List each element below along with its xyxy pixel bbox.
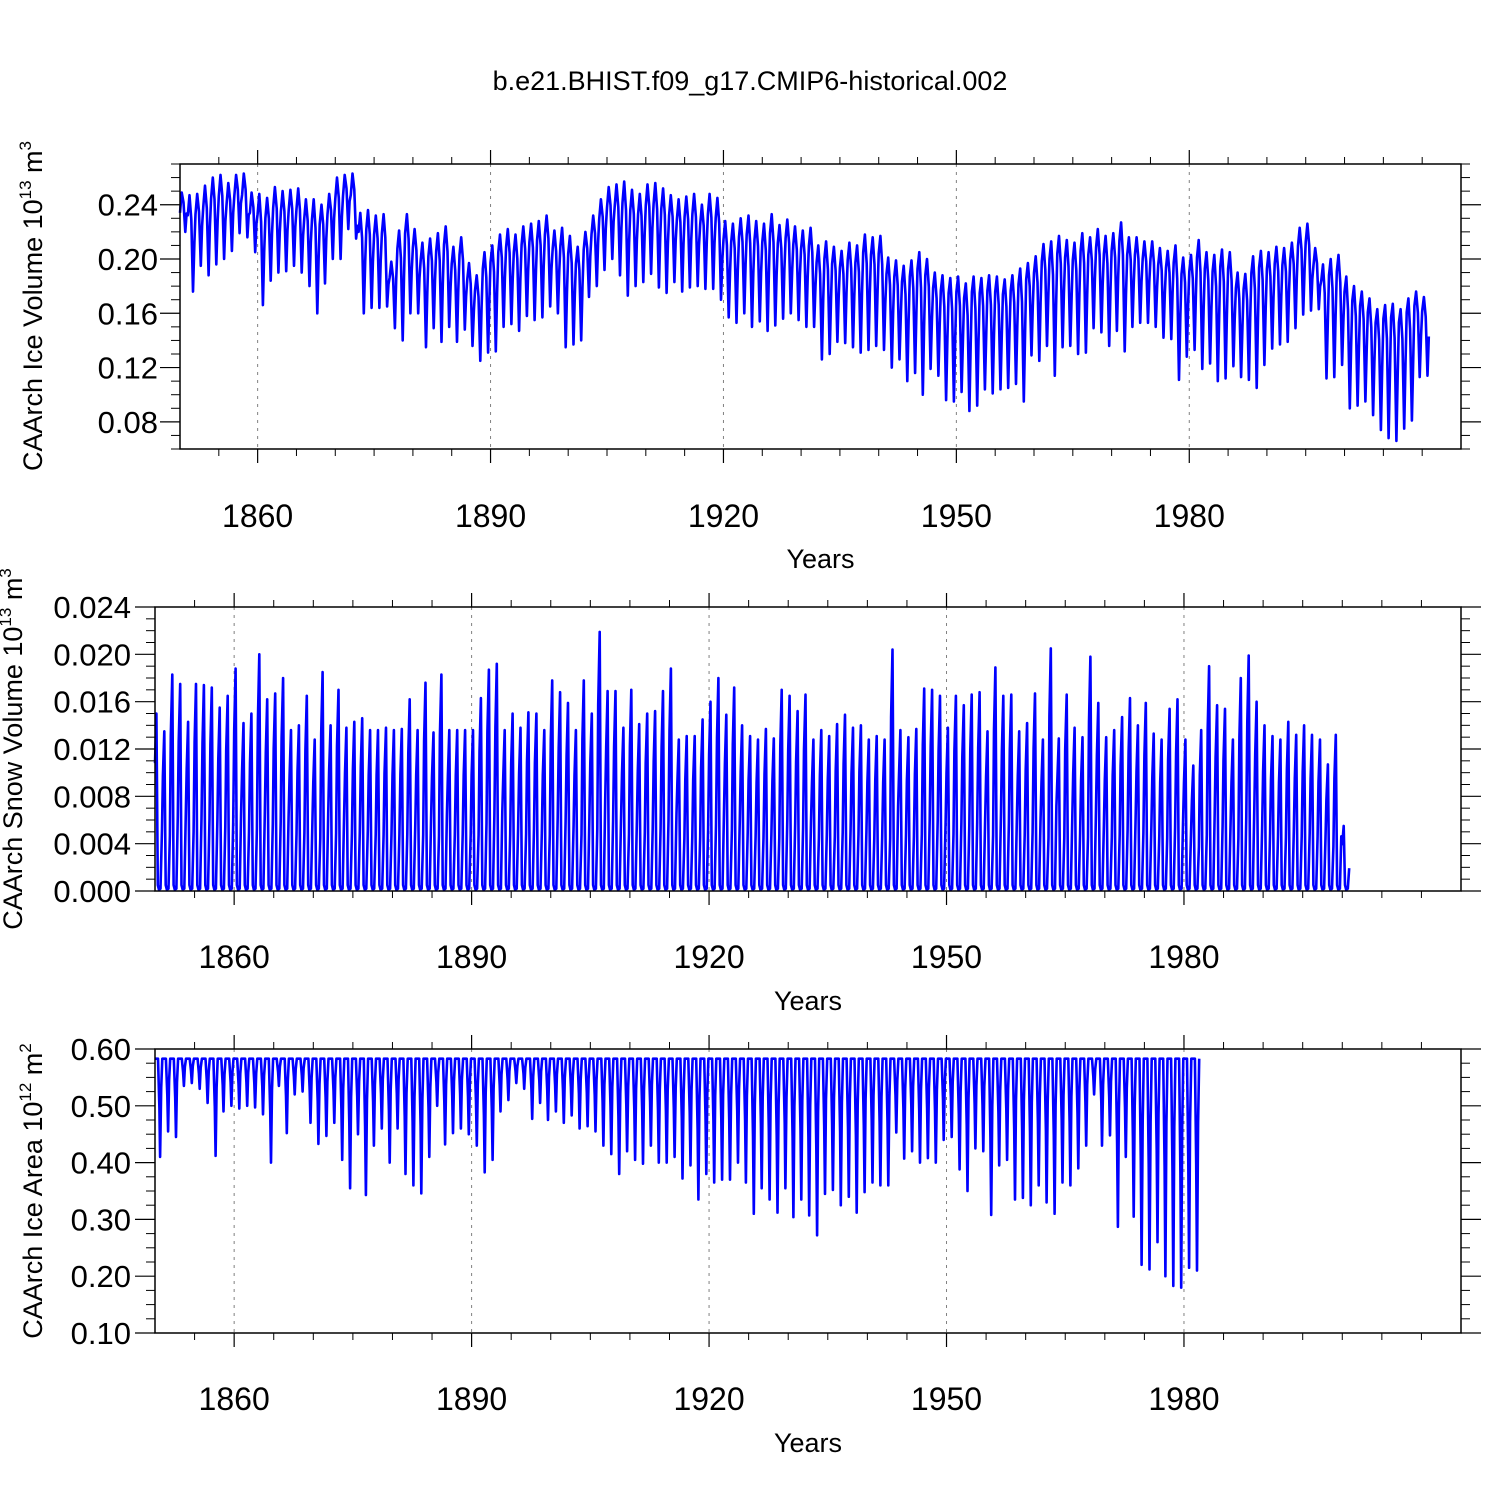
y-axis-label-text: CAArch Ice Volume 10: [18, 199, 48, 471]
x-axis-label: Years: [786, 544, 854, 574]
y-axis-label-text: m: [18, 1053, 48, 1083]
y-tick-label: 0.000: [53, 874, 131, 909]
y-tick-label: 0.60: [71, 1032, 131, 1067]
y-axis-label-superscript: 3: [16, 141, 35, 150]
y-tick-label: 0.40: [71, 1146, 131, 1181]
x-tick-label: 1950: [911, 939, 982, 975]
y-tick-label: 0.024: [53, 590, 131, 625]
data-line-ice-volume: [178, 172, 1431, 443]
x-tick-label: 1860: [199, 939, 270, 975]
y-axis-label-superscript: 13: [16, 180, 35, 199]
y-axis-label-superscript: 12: [16, 1083, 35, 1102]
y-axis-label: CAArch Ice Volume 1013 m3: [16, 141, 48, 471]
plot-frame-ice-volume: [179, 163, 1462, 450]
y-tick-label: 0.20: [71, 1259, 131, 1294]
y-tick-label: 0.012: [53, 732, 131, 767]
y-tick-label: 0.30: [71, 1202, 131, 1237]
chart-panel-ice-area: 1860 1890 1920 1950 1980 0.10 0.20 0.30 0.40 0.50…: [16, 1032, 1481, 1458]
y-tick-label: 0.20: [98, 242, 158, 277]
y-tick-label: 0.10: [71, 1316, 131, 1351]
x-tick-label: 1920: [688, 498, 759, 534]
x-tick-label: 1950: [921, 498, 992, 534]
y-axis-label-text: m: [18, 150, 48, 180]
y-axis-label-text: m: [0, 578, 28, 608]
y-tick-label: 0.24: [98, 188, 158, 223]
x-tick-label: 1980: [1148, 1381, 1219, 1417]
x-tick-label: 1890: [436, 939, 507, 975]
y-tick-label: 0.004: [53, 827, 131, 862]
y-axis-label: CAArch Snow Volume 1013 m3: [0, 568, 28, 930]
y-axis-label-superscript: 3: [0, 568, 15, 577]
x-tick-label: 1860: [222, 498, 293, 534]
y-tick-label: 0.008: [53, 779, 131, 814]
x-axis-label: Years: [774, 986, 842, 1016]
x-tick-label: 1920: [673, 939, 744, 975]
y-tick-label: 0.50: [71, 1089, 131, 1124]
y-tick-label: 0.12: [98, 351, 158, 386]
data-line-snow-volume: [153, 630, 1351, 892]
x-tick-label: 1890: [455, 498, 526, 534]
y-tick-label: 0.08: [98, 405, 158, 440]
x-tick-label: 1950: [911, 1381, 982, 1417]
x-tick-label: 1860: [199, 1381, 270, 1417]
x-tick-label: 1980: [1154, 498, 1225, 534]
chart-panel-ice-volume: 1860 1890 1920 1950 1980 0.08 0.12 0.16 0.20 0.24…: [16, 141, 1481, 574]
x-tick-label: 1980: [1148, 939, 1219, 975]
y-axis-label: CAArch Ice Area 1012 m2: [16, 1043, 48, 1339]
y-axis-label-text: CAArch Snow Volume 10: [0, 627, 28, 930]
y-tick-label: 0.020: [53, 637, 131, 672]
chart-panel-snow-volume: 1860 1890 1920 1950 1980 0.000 0.004 0.008 0.012…: [0, 568, 1481, 1016]
chart-title: b.e21.BHIST.f09_g17.CMIP6-historical.002: [493, 66, 1008, 96]
x-axis-label: Years: [774, 1428, 842, 1458]
y-axis-label-text: CAArch Ice Area 10: [18, 1102, 48, 1339]
y-tick-label: 0.16: [98, 296, 158, 331]
y-tick-label: 0.016: [53, 685, 131, 720]
y-axis-label-superscript: 13: [0, 608, 15, 627]
x-tick-label: 1890: [436, 1381, 507, 1417]
data-line-ice-area: [155, 1057, 1201, 1289]
x-tick-label: 1920: [673, 1381, 744, 1417]
y-axis-label-superscript: 2: [16, 1043, 35, 1052]
